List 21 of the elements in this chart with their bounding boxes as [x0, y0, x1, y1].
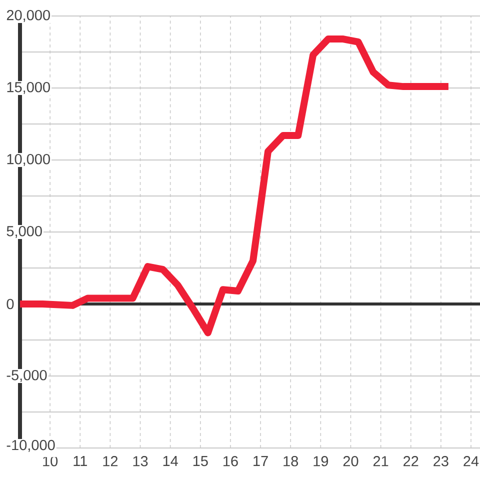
x-tick-label: 18: [284, 456, 298, 466]
y-tick-label: 5,000: [6, 226, 42, 238]
y-tick-label: -5,000: [6, 370, 47, 382]
x-tick-label: 14: [163, 456, 178, 466]
y-tick-label: -10,000: [6, 440, 55, 452]
x-tick-label: 15: [193, 456, 208, 466]
x-tick-label: 13: [133, 456, 148, 466]
x-tick-label: 16: [224, 456, 238, 466]
y-tick-label: 0: [6, 298, 14, 310]
x-tick-label: 12: [103, 456, 118, 466]
x-tick-label: 21: [373, 456, 388, 466]
y-tick-label: 15,000: [7, 82, 50, 94]
x-tick-label: 24: [464, 456, 479, 466]
y-tick-label: 10,000: [7, 154, 50, 166]
x-tick-label: 19: [314, 456, 328, 466]
y-tick-label: 20,000: [6, 10, 50, 22]
x-tick-label: 23: [434, 456, 448, 466]
x-tick-label: 22: [404, 456, 418, 466]
x-tick-label: 11: [74, 456, 87, 466]
x-tick-label: 17: [254, 456, 268, 466]
x-tick-label: 20: [343, 456, 358, 466]
